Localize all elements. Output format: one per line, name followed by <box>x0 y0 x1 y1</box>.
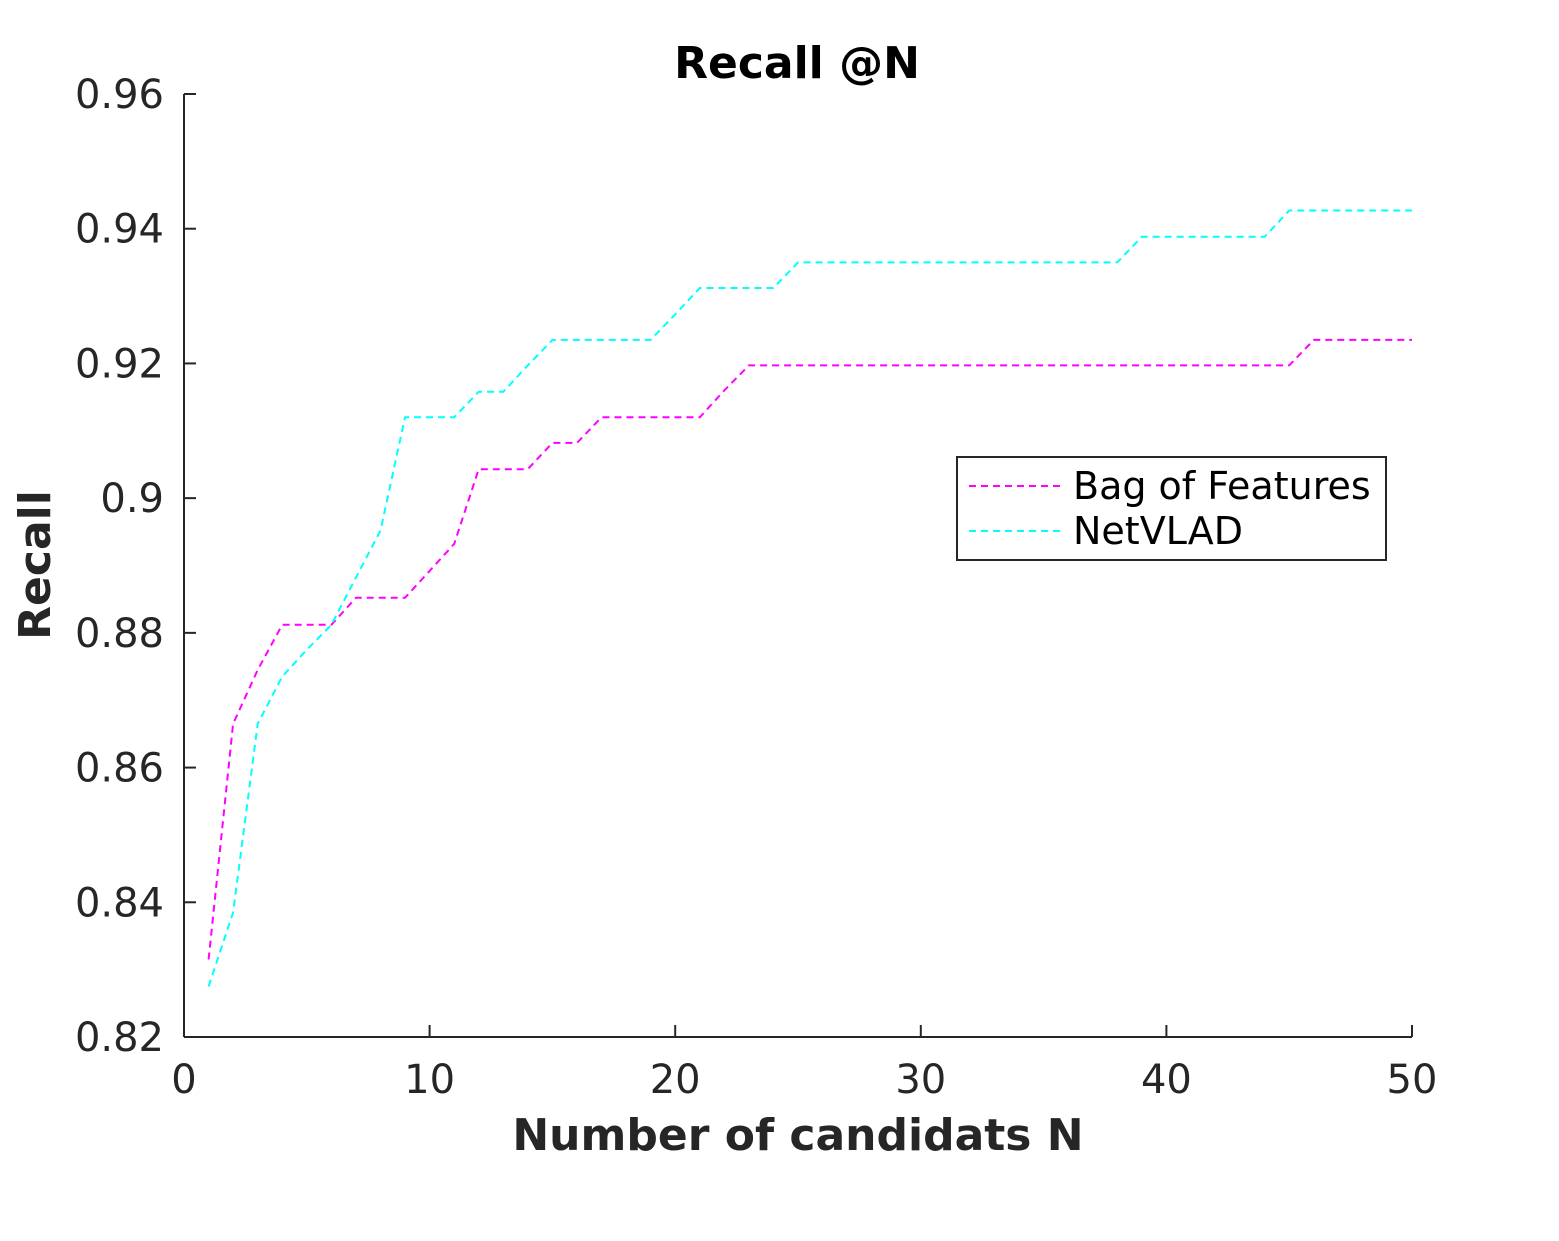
y-axis-ticks: 0.82 0.84 0.86 0.88 0.9 0.92 0.94 0.96 <box>75 72 196 1061</box>
plot-area <box>207 209 1412 987</box>
y-tick-label: 0.96 <box>75 72 164 118</box>
y-tick-label: 0.84 <box>75 880 164 926</box>
chart-title: Recall @N <box>674 38 920 89</box>
x-tick-label: 20 <box>650 1057 701 1103</box>
y-tick-label: 0.88 <box>75 611 164 657</box>
series-line-netvlad <box>207 209 1412 987</box>
series-line-bag-of-features <box>207 338 1412 960</box>
y-tick-label: 0.94 <box>75 207 164 253</box>
legend-label-netvlad: NetVLAD <box>1073 509 1243 553</box>
y-tick-label: 0.82 <box>75 1015 164 1061</box>
legend-label-bag-of-features: Bag of Features <box>1073 464 1371 508</box>
legend-box <box>956 456 1387 561</box>
y-tick-label: 0.9 <box>100 476 164 522</box>
y-axis-title: Recall <box>10 490 61 640</box>
x-tick-label: 0 <box>171 1057 196 1103</box>
x-axis-ticks: 0 10 20 30 40 50 <box>171 1025 1437 1103</box>
x-tick-label: 30 <box>895 1057 946 1103</box>
y-tick-label: 0.92 <box>75 341 164 387</box>
x-tick-label: 40 <box>1141 1057 1192 1103</box>
x-tick-label: 10 <box>404 1057 455 1103</box>
legend: Bag of Features NetVLAD <box>956 456 1387 561</box>
y-tick-label: 0.86 <box>75 746 164 792</box>
x-axis-title: Number of candidats N <box>512 1110 1083 1161</box>
x-tick-label: 50 <box>1387 1057 1438 1103</box>
